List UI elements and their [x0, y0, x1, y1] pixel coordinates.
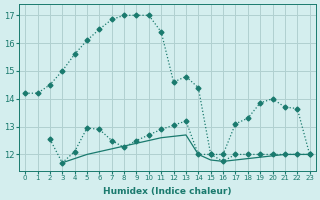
X-axis label: Humidex (Indice chaleur): Humidex (Indice chaleur) — [103, 187, 232, 196]
